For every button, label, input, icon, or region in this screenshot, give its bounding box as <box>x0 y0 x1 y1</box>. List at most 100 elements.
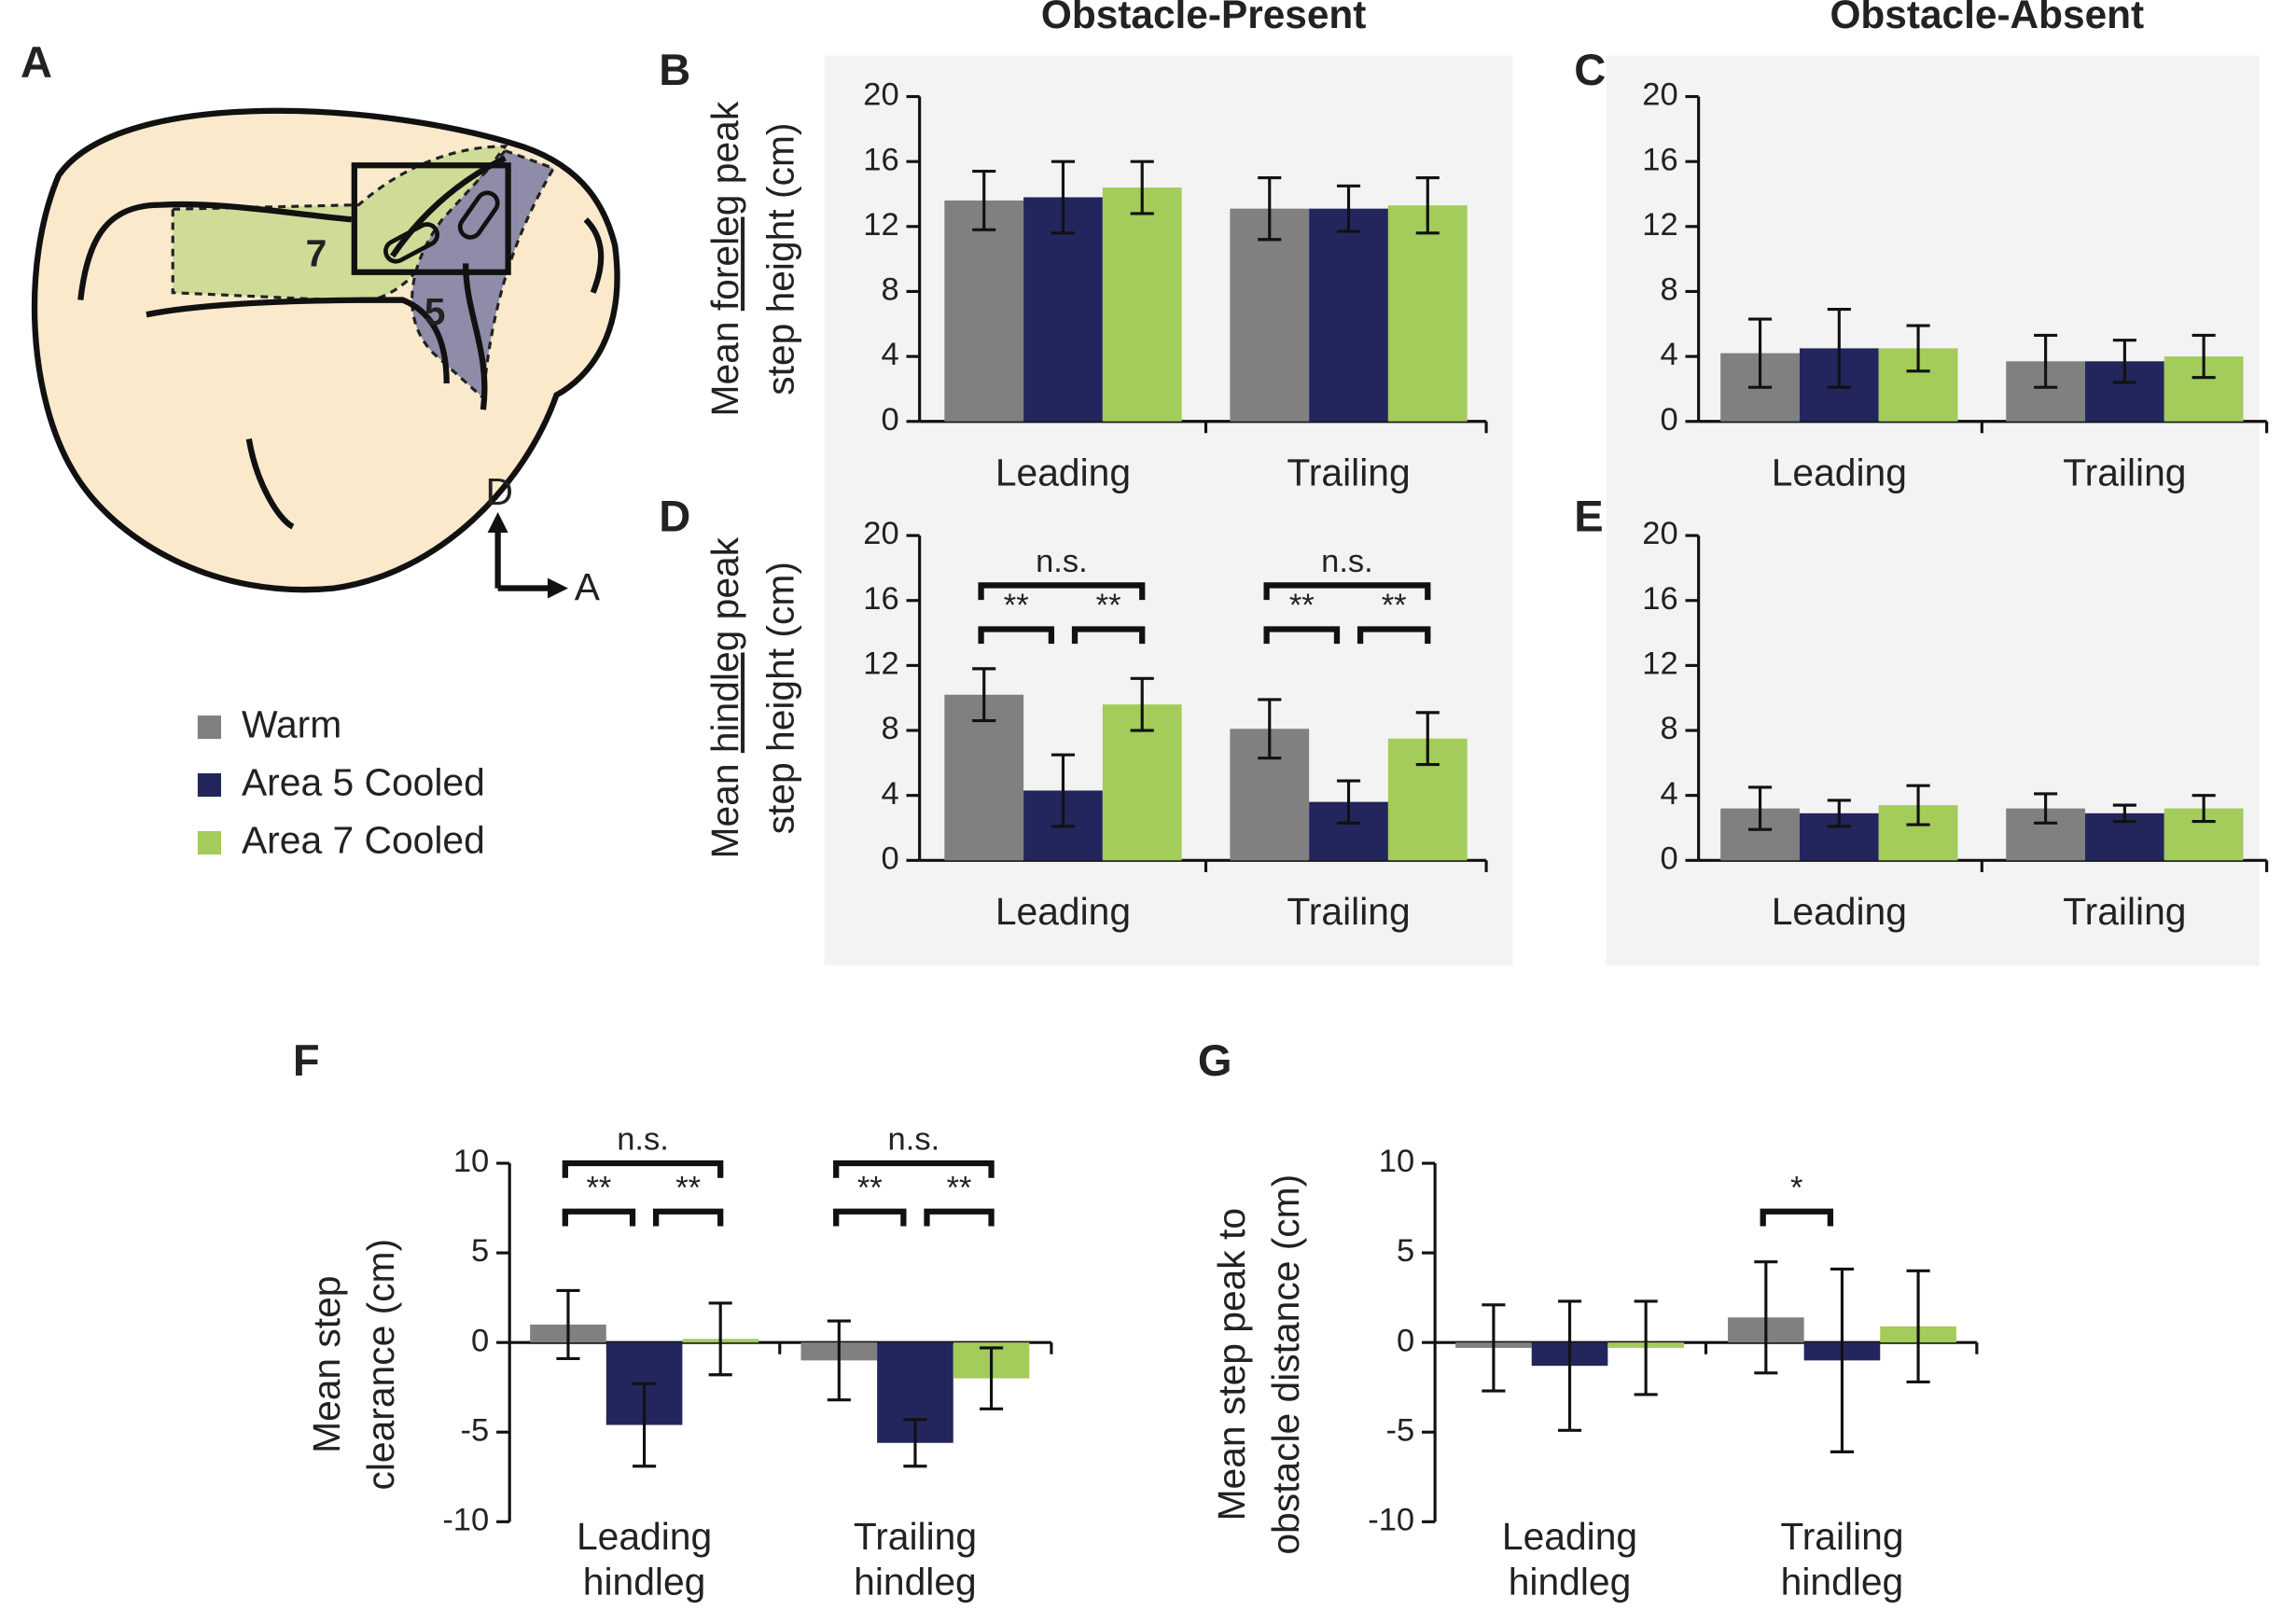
significance-label: ** <box>1289 588 1315 623</box>
significance-bracket <box>978 582 1146 601</box>
y-axis-label: Mean hindleg peak <box>703 536 746 858</box>
panel-letter: G <box>1198 1035 1232 1085</box>
error-bar <box>556 1288 580 1361</box>
y-tick-label: 16 <box>863 581 898 617</box>
y-axis-label: step height (cm) <box>758 122 801 395</box>
y-axis-label: Mean foreleg peak <box>703 101 746 416</box>
bar <box>1102 187 1182 422</box>
x-tick-label: Leading <box>577 1515 712 1558</box>
column-title: Obstacle-Absent <box>1830 0 2144 36</box>
x-tick-label: hindleg <box>854 1561 977 1604</box>
y-tick-label: 0 <box>1660 840 1677 876</box>
error-bar <box>1130 160 1154 215</box>
brain-diagram: 7 5 D A <box>31 107 620 608</box>
region-label: 5 <box>424 290 446 333</box>
panel-letter: C <box>1574 45 1606 94</box>
legend-label: Area 7 Cooled <box>242 818 485 861</box>
y-tick-label: 10 <box>453 1144 489 1179</box>
error-bar <box>980 1346 1004 1410</box>
error-bar <box>2112 339 2136 384</box>
y-tick-label: 0 <box>1397 1323 1414 1358</box>
panel-letter: B <box>659 45 690 94</box>
y-tick-label: 4 <box>1660 337 1677 372</box>
error-bar <box>1258 176 1282 242</box>
significance-bracket <box>924 1208 995 1227</box>
error-bar <box>1557 1299 1582 1432</box>
significance-bracket <box>1760 1208 1834 1227</box>
x-tick-label: hindleg <box>583 1561 706 1604</box>
error-bar <box>1258 698 1282 760</box>
y-tick-label: 4 <box>1660 776 1677 812</box>
y-axis-label: clearance (cm) <box>359 1239 402 1491</box>
x-tick-label: Leading <box>1772 451 1907 494</box>
x-tick-label: Trailing <box>1287 890 1410 933</box>
error-bar <box>2112 803 2136 824</box>
y-tick-label: -10 <box>1368 1502 1414 1537</box>
error-bar <box>903 1418 927 1468</box>
y-tick-label: 12 <box>1642 207 1677 243</box>
error-bar <box>1748 317 1773 389</box>
panel-letter: D <box>659 491 690 540</box>
y-tick-label: 12 <box>1642 646 1677 682</box>
legend-label: Area 5 Cooled <box>242 760 485 803</box>
legend-label: Warm <box>242 702 341 745</box>
y-axis-label-part: Mean <box>703 753 746 858</box>
error-bar <box>1827 799 1851 828</box>
x-tick-label: hindleg <box>1509 1561 1632 1604</box>
compass-label: A <box>575 565 601 608</box>
significance-label: ** <box>675 1170 701 1205</box>
significance-bracket <box>833 1160 995 1178</box>
y-tick-label: 4 <box>881 776 898 812</box>
y-tick-label: 8 <box>881 711 898 746</box>
y-tick-label: -5 <box>1385 1412 1414 1448</box>
y-tick-label: 5 <box>1397 1233 1414 1269</box>
cryoloop <box>383 222 440 264</box>
x-tick-label: Trailing <box>2063 890 2186 933</box>
x-tick-label: Leading <box>995 451 1131 494</box>
error-bar <box>2034 333 2058 389</box>
compass-arrows <box>494 526 554 591</box>
x-tick-label: Leading <box>1772 890 1907 933</box>
y-tick-label: 4 <box>881 337 898 372</box>
bar <box>1309 208 1388 422</box>
y-tick-label: 20 <box>863 77 898 113</box>
y-tick-label: 8 <box>1660 711 1677 746</box>
panel-letter: E <box>1574 491 1603 540</box>
y-tick-label: 8 <box>881 272 898 308</box>
y-tick-label: 12 <box>863 207 898 243</box>
error-bar <box>1830 1267 1855 1453</box>
y-tick-label: 20 <box>863 516 898 551</box>
error-bar <box>1748 785 1773 831</box>
y-axis-label-part: peak <box>703 536 746 630</box>
significance-label: ** <box>947 1170 972 1205</box>
y-axis-label: step height (cm) <box>758 562 801 834</box>
y-tick-label: 0 <box>471 1323 489 1358</box>
y-tick-label: 10 <box>1379 1144 1414 1179</box>
significance-bracket <box>653 1208 724 1227</box>
error-bar <box>708 1301 732 1377</box>
y-tick-label: -5 <box>461 1412 490 1448</box>
y-tick-label: 8 <box>1660 272 1677 308</box>
significance-bracket <box>833 1208 907 1227</box>
significance-label: * <box>1790 1170 1802 1205</box>
y-axis-label-part: foreleg <box>703 195 746 312</box>
significance-bracket <box>562 1160 724 1178</box>
bar <box>1230 208 1310 422</box>
x-tick-label: Trailing <box>1287 451 1410 494</box>
error-bar <box>1906 784 1930 826</box>
significance-label: n.s. <box>888 1122 940 1158</box>
y-tick-label: 12 <box>863 646 898 682</box>
error-bar <box>1415 711 1440 767</box>
error-bar <box>1336 184 1361 233</box>
significance-label: n.s. <box>617 1122 669 1158</box>
cryoloop <box>457 190 500 240</box>
compass-label: D <box>485 470 512 513</box>
error-bar <box>633 1382 657 1468</box>
bar <box>1023 197 1103 422</box>
error-bar <box>2192 333 2216 380</box>
x-tick-label: Trailing <box>2063 451 2186 494</box>
y-tick-label: 16 <box>1642 581 1677 617</box>
panel-letter: F <box>293 1035 320 1085</box>
